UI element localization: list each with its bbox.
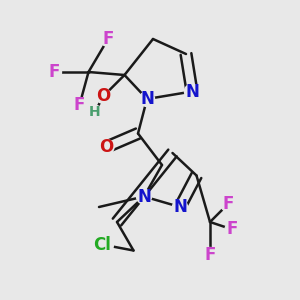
Text: Cl: Cl [93, 236, 111, 253]
Circle shape [96, 88, 111, 104]
Circle shape [100, 32, 116, 46]
Circle shape [99, 140, 114, 154]
Circle shape [91, 233, 113, 256]
Circle shape [202, 248, 217, 262]
Text: N: N [140, 90, 154, 108]
Circle shape [225, 222, 240, 237]
Circle shape [87, 105, 102, 120]
Text: N: N [137, 188, 151, 206]
Text: H: H [89, 106, 100, 119]
Text: O: O [96, 87, 111, 105]
Circle shape [46, 64, 62, 80]
Circle shape [140, 92, 154, 106]
Circle shape [172, 200, 188, 214]
Text: F: F [74, 96, 85, 114]
Text: N: N [185, 82, 199, 100]
Text: O: O [99, 138, 114, 156]
Circle shape [136, 189, 152, 204]
Text: F: F [48, 63, 60, 81]
Text: F: F [222, 195, 234, 213]
Text: F: F [102, 30, 114, 48]
Text: F: F [227, 220, 238, 238]
Circle shape [220, 196, 236, 211]
Text: N: N [173, 198, 187, 216]
Circle shape [72, 98, 87, 112]
Text: F: F [204, 246, 216, 264]
Circle shape [184, 84, 200, 99]
